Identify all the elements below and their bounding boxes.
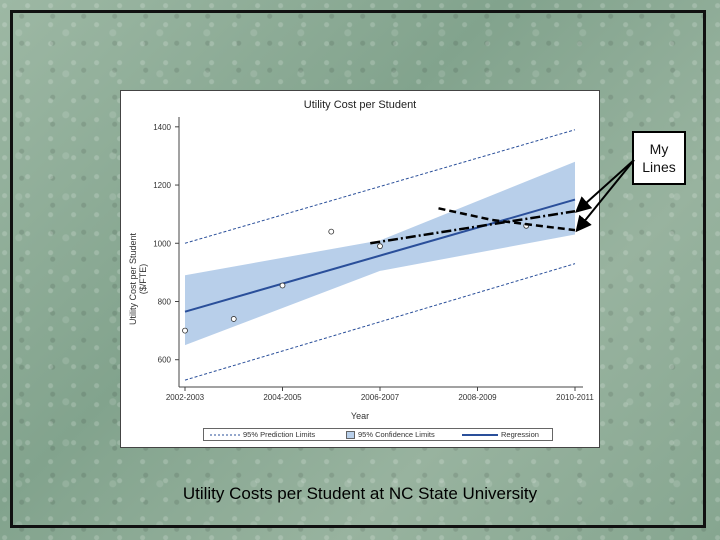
- data-point: [230, 316, 237, 322]
- legend: 95% Prediction Limits 95% Confidence Lim…: [203, 428, 553, 441]
- chart-panel: 600 800 1000 1200 1400 2002-2003 2004-2005 2006…: [120, 90, 600, 448]
- prediction-swatch: [210, 434, 240, 436]
- y-tick-label: 1400: [153, 123, 171, 132]
- data-point: [377, 243, 383, 250]
- prediction-limit-upper: [184, 129, 576, 244]
- chart-plot: 600 800 1000 1200 1400 2002-2003 2004-2005 2006…: [153, 117, 594, 402]
- legend-item-confidence: 95% Confidence Limits: [346, 430, 435, 439]
- callout-line-1: My: [649, 141, 669, 157]
- callout-line-2: Lines: [642, 159, 676, 175]
- slide-frame: [10, 10, 706, 528]
- y-tick-label: 800: [158, 297, 172, 306]
- annotation-line-b: [438, 207, 576, 232]
- x-tick-label: 2004-2005: [263, 393, 302, 402]
- y-tick-label: 600: [158, 356, 172, 365]
- callout-arrow: [575, 159, 635, 213]
- legend-item-regression: Regression: [462, 430, 539, 439]
- callout-arrow: [575, 159, 635, 233]
- confidence-band: [185, 161, 575, 346]
- my-lines-callout: My Lines: [632, 131, 686, 185]
- data-point: [182, 327, 188, 334]
- data-point: [328, 228, 335, 235]
- x-tick-label: 2010-2011: [556, 393, 594, 402]
- legend-label-confidence: 95% Confidence Limits: [358, 430, 435, 439]
- data-point: [279, 282, 286, 289]
- chart-title: Utility Cost per Student: [303, 99, 417, 111]
- prediction-limit-lower: [184, 263, 576, 381]
- x-tick-label: 2002-2003: [166, 393, 205, 402]
- legend-item-prediction: 95% Prediction Limits: [210, 430, 315, 439]
- confidence-swatch: [346, 431, 355, 439]
- slide-caption: Utility Costs per Student at NC State Un…: [182, 484, 538, 503]
- annotation-line-a: [370, 210, 576, 245]
- y-tick-label: 1200: [153, 181, 171, 190]
- legend-label-regression: Regression: [501, 430, 539, 439]
- x-tick-label: 2008-2009: [458, 393, 497, 402]
- regression-line: [184, 198, 576, 313]
- x-axis-label: Year: [350, 411, 370, 421]
- y-tick-label: 1000: [153, 239, 171, 248]
- x-tick-label: 2006-2007: [361, 393, 400, 402]
- legend-label-prediction: 95% Prediction Limits: [243, 430, 316, 439]
- regression-swatch: [462, 434, 498, 437]
